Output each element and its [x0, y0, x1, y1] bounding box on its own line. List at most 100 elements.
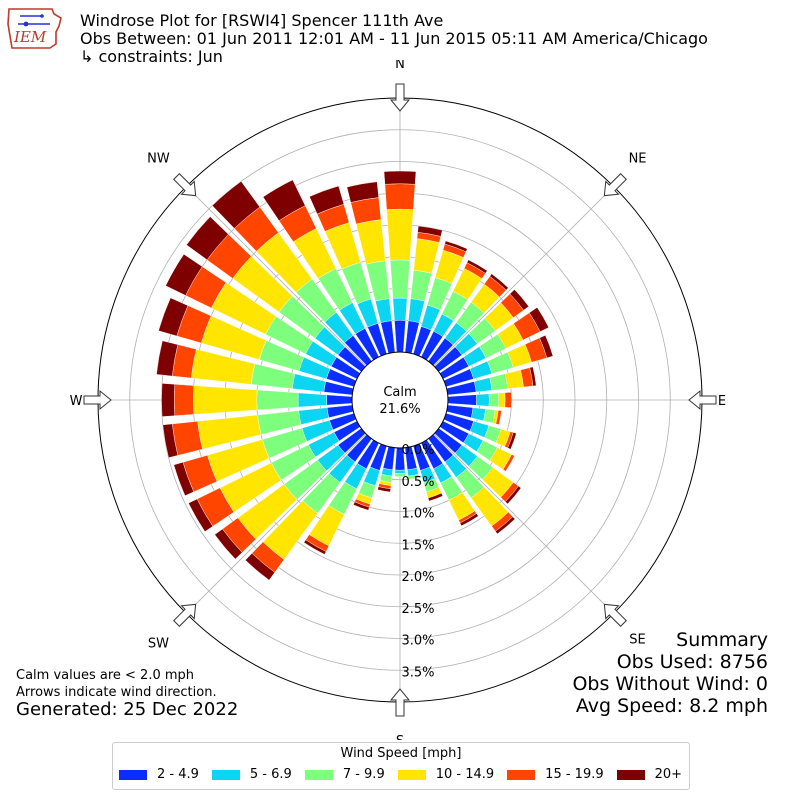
radial-tick-label: 1.0% — [401, 507, 434, 522]
rose-bar-segment — [447, 394, 477, 406]
summary-title: Summary — [676, 629, 768, 651]
rose-bar-segment — [173, 461, 194, 496]
rose-bar-segment — [459, 513, 479, 527]
windrose-chart: Calm 21.6% 0.0% 0.5% 1.0% 1.5% 2.0% 2.5% 3.0% 3.5… — [70, 60, 727, 740]
legend-swatch — [119, 769, 147, 780]
wind-arrow-icon — [603, 173, 627, 197]
radial-tick-label: 1.5% — [401, 538, 434, 553]
rose-bar-segment — [193, 385, 258, 415]
compass-label-nw: NW — [147, 151, 170, 166]
legend-item: 10 - 14.9 — [397, 767, 494, 782]
rose-bar-segment — [476, 393, 490, 407]
legend-item: 15 - 19.9 — [507, 767, 604, 782]
legend-item: 5 - 6.9 — [211, 767, 292, 782]
arrow-note: Arrows indicate wind direction. — [16, 685, 217, 700]
rose-bar-segment — [488, 392, 499, 408]
rose-bar-segment — [386, 208, 414, 261]
rose-bar-segment — [394, 469, 406, 474]
grid-spoke — [186, 186, 367, 367]
compass-label-w: W — [70, 394, 83, 409]
rose-bar-segment — [407, 474, 420, 480]
iem-logo: IEM — [7, 8, 62, 49]
rose-bar-segment — [377, 486, 391, 493]
rose-bar-segment — [427, 492, 444, 502]
rose-bar-segment — [529, 366, 537, 387]
rose-bar-segment — [256, 389, 299, 411]
rose-bar-segment — [161, 383, 175, 417]
wind-arrow-icon — [173, 173, 197, 197]
rose-bar-segment — [390, 259, 410, 299]
rose-bar-segment — [326, 394, 353, 406]
rose-bar-segment — [211, 181, 261, 229]
rose-bar-segment — [489, 273, 509, 291]
compass-label-s: S — [396, 734, 404, 740]
summary-obs-used: Obs Used: 8756 — [616, 651, 768, 673]
rose-bar-segment — [529, 307, 549, 332]
logo-text: IEM — [13, 28, 47, 46]
rose-bar-segment — [162, 423, 179, 458]
rose-bar-segment — [489, 373, 508, 391]
legend-label: 20+ — [654, 767, 683, 782]
rose-bar-segment — [504, 392, 512, 408]
radial-tick-label: 0.5% — [401, 475, 434, 490]
calm-label: Calm — [383, 385, 416, 400]
rose-bar-segment — [384, 183, 416, 210]
legend-item: 7 - 9.9 — [304, 767, 385, 782]
rose-bar-segment — [355, 219, 386, 265]
wind-arrow-icon — [603, 603, 627, 627]
rose-bar-segment — [539, 335, 554, 359]
rose-bar-segment — [297, 392, 327, 408]
rose-bar-segment — [309, 185, 345, 215]
rose-bar-segment — [413, 238, 440, 274]
rose-bar-segment — [173, 384, 194, 416]
legend-label: 15 - 19.9 — [545, 767, 604, 782]
legend-item: 2 - 4.9 — [119, 767, 199, 782]
calm-circle — [351, 351, 449, 449]
wind-arrow-icon — [173, 603, 197, 627]
wind-arrow-icon — [83, 389, 112, 411]
rose-bar-segment — [408, 298, 425, 323]
rose-bar-segment — [353, 501, 370, 511]
compass-label-sw: SW — [148, 637, 169, 652]
rose-bar-segment — [165, 253, 203, 296]
rose-bar-segment — [383, 170, 417, 185]
rose-bar-segment — [495, 410, 502, 425]
obs-between: Obs Between: 01 Jun 2011 12:01 AM - 11 J… — [80, 29, 708, 48]
rose-bar-segment — [214, 528, 243, 560]
rose-bar-segment — [392, 297, 408, 321]
rose-bar-segment — [303, 539, 327, 555]
wind-arrow-icon — [389, 83, 411, 112]
rose-bar-segment — [375, 298, 392, 323]
rose-bar-segment — [346, 181, 379, 203]
radial-tick-label: 2.0% — [401, 570, 434, 585]
legend-label: 7 - 9.9 — [342, 767, 385, 782]
legend-label: 5 - 6.9 — [249, 767, 292, 782]
calm-note: Calm values are < 2.0 mph — [16, 668, 195, 683]
rose-bar-segment — [444, 240, 468, 252]
radial-tick-label: 3.0% — [401, 634, 434, 649]
rose-bar-segment — [470, 407, 486, 422]
legend-swatch — [211, 769, 240, 780]
compass-label-e: E — [718, 394, 726, 409]
rose-bar-segment — [466, 259, 488, 274]
rose-bar-segment — [262, 179, 306, 221]
wind-arrow-icon — [389, 688, 411, 717]
rose-bar-segment — [158, 297, 189, 337]
compass-label-n: N — [395, 60, 405, 72]
calm-value: 21.6% — [379, 402, 420, 417]
rose-bar-segment — [417, 225, 443, 237]
generated-date: Generated: 25 Dec 2022 — [16, 699, 239, 720]
summary-obs-without-wind: Obs Without Wind: 0 — [572, 673, 768, 695]
grid-spoke — [186, 433, 367, 614]
wind-arrow-icon — [688, 389, 717, 411]
rose-bar-segment — [410, 269, 432, 302]
radial-tick-label: 3.5% — [401, 665, 434, 680]
legend-title: Wind Speed [mph] — [340, 746, 462, 761]
rose-bar-segment — [495, 516, 516, 535]
grid-spoke — [433, 186, 614, 367]
constraints: ↳ constraints: Jun — [80, 47, 223, 66]
legend-swatch — [507, 769, 536, 780]
plot-title: Windrose Plot for [RSWI4] Spencer 111th … — [80, 11, 444, 30]
grid-spoke — [433, 433, 614, 614]
legend-swatch — [616, 769, 645, 780]
